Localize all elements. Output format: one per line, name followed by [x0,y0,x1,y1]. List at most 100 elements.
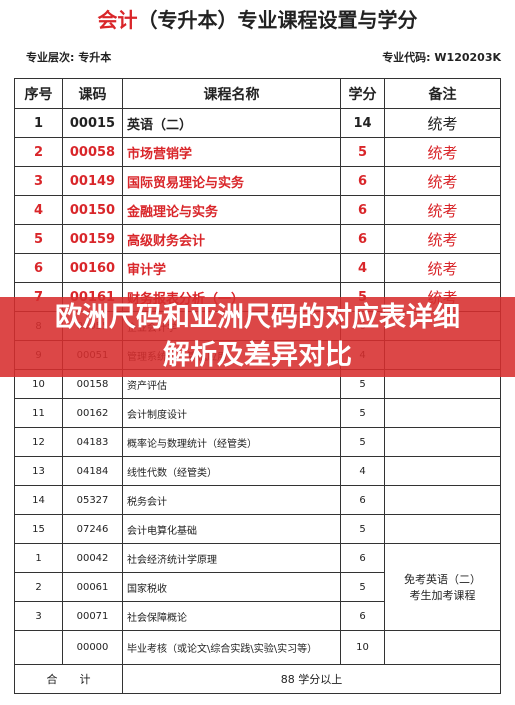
row: 13 04184 线性代数（经管类） 4 [14,456,501,486]
credit-cell: 5 [340,398,385,428]
final-row: 00000 毕业考核（或论文\综合实践\实验\实习等） 10 [14,630,501,665]
code-cell: 00149 [62,166,123,196]
note-cell: 统考 [384,224,501,254]
name-cell: 英语（二） [122,108,341,138]
addon-note-line: 免考英语（二） [404,573,481,586]
index-cell: 4 [14,195,63,225]
index-cell: 6 [14,253,63,283]
code-cell: 04183 [62,427,123,457]
index-cell: 1 [14,543,63,573]
note-cell: 统考 [384,195,501,225]
code-cell: 00162 [62,398,123,428]
note-cell [384,456,501,486]
index-cell: 15 [14,514,63,544]
credit-cell: 5 [340,572,385,602]
index-cell: 3 [14,601,63,631]
course-table: 序号 课码 课程名称 学分 备注 1 00015 英语（二） 14 统考 2 00058 市场营销学 5 统… [14,78,501,694]
row: 3 00149 国际贸易理论与实务 6 统考 [14,166,501,196]
row: 14 05327 税务会计 6 [14,485,501,515]
index-cell [14,630,63,665]
credit-cell: 5 [340,427,385,457]
name-cell: 会计电算化基础 [122,514,341,544]
level: 专业层次: 专升本 [26,51,112,64]
name-cell: 国家税收 [122,572,341,602]
addon-note-line: 考生加考课程 [409,589,476,602]
banner: 欧洲尺码和亚洲尺码的对应表详细解析及差异对比 [0,297,515,377]
banner-text: 欧洲尺码和亚洲尺码的对应表详细解析及差异对比 [55,302,460,371]
row: 5 00159 高级财务会计 6 统考 [14,224,501,254]
code-cell: 07246 [62,514,123,544]
note-cell: 统考 [384,108,501,138]
total-label: 合 计 [14,664,123,694]
name-cell: 社会保障概论 [122,601,341,631]
row: 15 07246 会计电算化基础 5 [14,514,501,544]
note-cell [384,630,501,665]
name-cell: 金融理论与实务 [122,195,341,225]
code: 专业代码: W120203K [382,51,501,64]
code-cell: 05327 [62,485,123,515]
code-cell: 04184 [62,456,123,486]
row: 2 00058 市场营销学 5 统考 [14,137,501,167]
header-row: 序号 课码 课程名称 学分 备注 [14,78,501,109]
row: 12 04183 概率论与数理统计（经管类） 5 [14,427,501,457]
note-cell: 统考 [384,137,501,167]
index-cell: 3 [14,166,63,196]
note-cell: 统考 [384,166,501,196]
code-cell: 00000 [62,630,123,665]
code-cell: 00159 [62,224,123,254]
index-cell: 14 [14,485,63,515]
column-header: 课程名称 [122,78,341,109]
credit-cell: 6 [340,601,385,631]
addon-row: 2 00061 国家税收 5 [14,572,501,602]
code-cell: 00160 [62,253,123,283]
note-cell [384,427,501,457]
note-cell [384,514,501,544]
name-cell: 市场营销学 [122,137,341,167]
note-cell [384,485,501,515]
credit-cell: 5 [340,514,385,544]
name-cell: 社会经济统计学原理 [122,543,341,573]
addon-row: 3 00071 社会保障概论 6 [14,601,501,631]
index-cell: 1 [14,108,63,138]
name-cell: 会计制度设计 [122,398,341,428]
index-cell: 12 [14,427,63,457]
code-cell: 00058 [62,137,123,167]
index-cell: 5 [14,224,63,254]
name-cell: 毕业考核（或论文\综合实践\实验\实习等） [122,630,341,665]
column-header: 备注 [384,78,501,109]
code-cell: 00071 [62,601,123,631]
row: 6 00160 审计学 4 统考 [14,253,501,283]
total-row: 合 计 88 学分以上 [14,664,501,694]
column-header: 序号 [14,78,63,109]
name-cell: 线性代数（经管类） [122,456,341,486]
code-cell: 00061 [62,572,123,602]
title-rest: （专升本）专业课程设置与学分 [137,8,418,32]
credit-cell: 6 [340,195,385,225]
credit-cell: 14 [340,108,385,138]
total-value: 88 学分以上 [122,664,501,694]
index-cell: 11 [14,398,63,428]
credit-cell: 4 [340,253,385,283]
addon-note: 免考英语（二） 考生加考课程 [384,543,501,631]
row: 1 00015 英语（二） 14 统考 [14,108,501,138]
code-cell: 00150 [62,195,123,225]
column-header: 课码 [62,78,123,109]
note-cell [384,398,501,428]
column-header: 学分 [340,78,385,109]
code-cell: 00015 [62,108,123,138]
credit-cell: 6 [340,166,385,196]
credit-cell: 10 [340,630,385,665]
row: 4 00150 金融理论与实务 6 统考 [14,195,501,225]
title: 会计（专升本）专业课程设置与学分 [0,4,515,33]
credit-cell: 6 [340,224,385,254]
index-cell: 2 [14,572,63,602]
credit-cell: 5 [340,137,385,167]
name-cell: 税务会计 [122,485,341,515]
row: 11 00162 会计制度设计 5 [14,398,501,428]
index-cell: 2 [14,137,63,167]
credit-cell: 6 [340,543,385,573]
name-cell: 审计学 [122,253,341,283]
code-cell: 00042 [62,543,123,573]
credit-cell: 6 [340,485,385,515]
